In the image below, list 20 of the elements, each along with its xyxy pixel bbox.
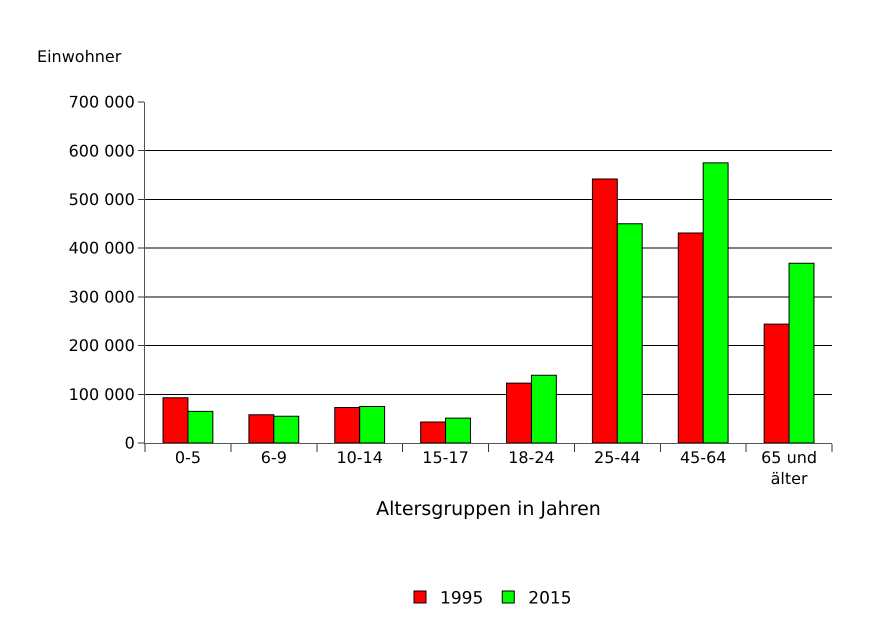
x-tick-label: 0-5 xyxy=(174,448,202,468)
x-tick-label: 25-44 xyxy=(594,448,641,468)
y-tick-label: 300 000 xyxy=(68,287,135,306)
legend-label: 1995 xyxy=(440,588,484,609)
y-tick-label: 600 000 xyxy=(68,141,135,160)
y-tick-label: 700 000 xyxy=(68,92,135,112)
legend-label: 2015 xyxy=(528,588,572,609)
x-tick-label: 10-14 xyxy=(336,448,383,468)
x-tick-label: 15-17 xyxy=(422,448,469,468)
y-tick-label: 400 000 xyxy=(68,238,135,258)
x-tick-label: 6-9 xyxy=(260,448,287,468)
x-tick-label: 45-64 xyxy=(680,448,726,468)
y-tick-label: 0 xyxy=(124,434,135,453)
x-tick-label: 65 und älter xyxy=(761,448,818,488)
x-tick-label: 18-24 xyxy=(508,448,555,468)
y-tick-label: 500 000 xyxy=(68,190,135,210)
y-tick-label: 200 000 xyxy=(68,336,135,356)
y-axis-title: Einwohner xyxy=(37,47,122,66)
y-tick-label: 100 000 xyxy=(68,384,135,404)
x-axis-title: Altersgruppen in Jahren xyxy=(376,498,601,520)
